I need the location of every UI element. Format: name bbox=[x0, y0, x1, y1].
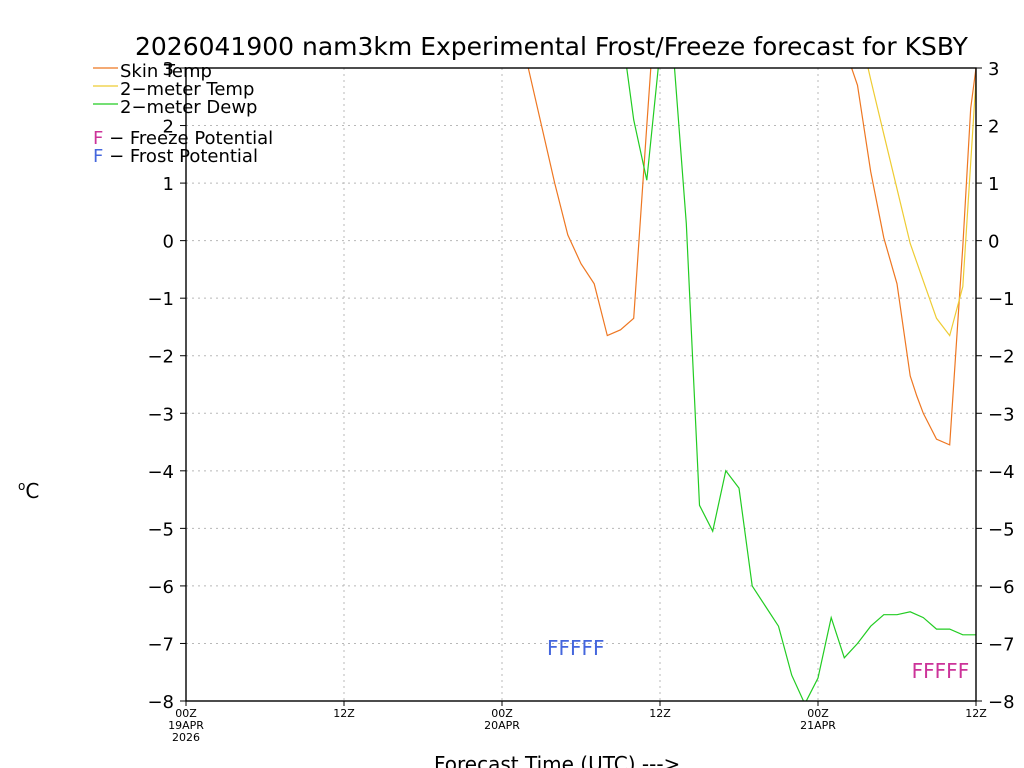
legend-label-skin-temp: Skin Temp bbox=[120, 61, 212, 82]
legend: Skin Temp 2−meter Temp 2−meter Dewp F − … bbox=[93, 61, 273, 167]
annotations: FFFFF FFFFF bbox=[547, 636, 969, 683]
y-tick-label-right: −2 bbox=[988, 347, 1015, 368]
legend-label-2m-dewp: 2−meter Dewp bbox=[120, 97, 257, 118]
legend-frost-text: − Frost Potential bbox=[103, 146, 258, 167]
x-axis-label: Forecast Time (UTC) ---> bbox=[434, 752, 680, 768]
potential-annotation-0: FFFFF bbox=[547, 636, 605, 660]
y-tick-label-left: −6 bbox=[147, 577, 174, 598]
series-line-2-meter-dewp bbox=[626, 68, 976, 701]
x-tick-label: 00Z 19APR 2026 bbox=[168, 707, 204, 744]
legend-freeze-text: − Freeze Potential bbox=[103, 128, 273, 149]
chart-title: 2026041900 nam3km Experimental Frost/Fre… bbox=[135, 32, 969, 61]
y-tick-label-right: −1 bbox=[988, 289, 1015, 310]
series-line-2-meter-temp bbox=[867, 68, 976, 337]
legend-freeze-potential: F − Freeze Potential bbox=[93, 128, 273, 149]
y-tick-label-right: −7 bbox=[988, 634, 1015, 655]
legend-frost-potential: F − Frost Potential bbox=[93, 146, 258, 167]
series-lines bbox=[527, 68, 976, 701]
legend-label-2m-temp: 2−meter Temp bbox=[120, 79, 254, 100]
y-tick-label-right: 0 bbox=[988, 232, 999, 253]
y-tick-label-right: −5 bbox=[988, 519, 1015, 540]
y-tick-label-right: −6 bbox=[988, 577, 1015, 598]
potential-annotation-1: FFFFF bbox=[912, 659, 970, 683]
y-tick-label-left: −2 bbox=[147, 347, 174, 368]
x-tick-label: 12Z bbox=[965, 707, 987, 720]
legend-freeze-letter: F bbox=[93, 128, 103, 149]
y-tick-label-left: 2 bbox=[163, 117, 174, 138]
y-tick-label-left: 1 bbox=[163, 174, 174, 195]
y-tick-label-right: 2 bbox=[988, 117, 999, 138]
y-tick-label-right: 1 bbox=[988, 174, 999, 195]
grid bbox=[186, 68, 976, 701]
plot-frame bbox=[185, 67, 977, 702]
y-tick-label-right: −4 bbox=[988, 462, 1015, 483]
x-tick-label: 12Z bbox=[333, 707, 355, 720]
x-tick-label: 00Z 20APR bbox=[484, 707, 520, 732]
y-tick-label-right: −3 bbox=[988, 404, 1015, 425]
y-axis-unit-label: oC bbox=[18, 479, 39, 503]
series-line-skin-temp bbox=[527, 68, 976, 446]
y-tick-label-left: 0 bbox=[163, 232, 174, 253]
x-tick-label: 00Z 21APR bbox=[800, 707, 836, 732]
y-tick-label-right: 3 bbox=[988, 59, 999, 80]
y-tick-label-right: −8 bbox=[988, 692, 1015, 713]
y-tick-label-left: −1 bbox=[147, 289, 174, 310]
x-ticks: 00Z 19APR 2026 12Z 00Z 20APR 12Z 00Z 21APR 12Z bbox=[168, 701, 987, 744]
y-tick-label-left: −3 bbox=[147, 404, 174, 425]
y-tick-label-left: −7 bbox=[147, 634, 174, 655]
y-tick-label-left: −5 bbox=[147, 519, 174, 540]
y-ticks: 3 3 2 2 1 1 0 0 −1 −1 −2 −2 −3 −3 −4 −4 −5 −5 −6 −6 −7 −7 −8 −8 bbox=[147, 59, 1014, 713]
y-tick-label-left: −4 bbox=[147, 462, 174, 483]
y-tick-label-left: −8 bbox=[147, 692, 174, 713]
y-tick-label-left: 3 bbox=[163, 59, 174, 80]
y-axis-unit-degree: o bbox=[18, 479, 25, 493]
y-axis-unit-letter: C bbox=[25, 479, 39, 503]
x-tick-label: 12Z bbox=[649, 707, 671, 720]
legend-frost-letter: F bbox=[93, 146, 103, 167]
